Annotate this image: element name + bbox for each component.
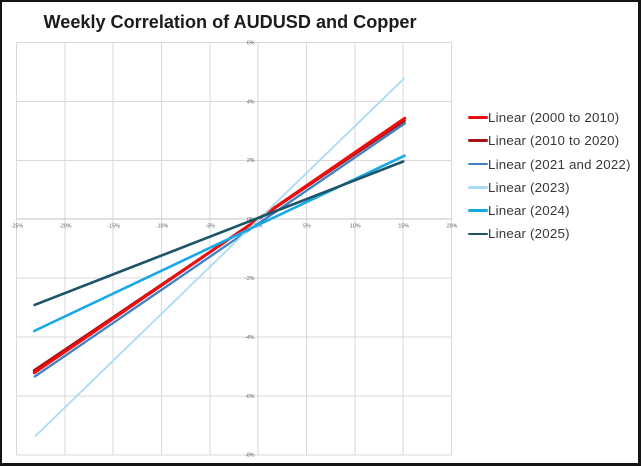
svg-text:0%: 0% [255, 223, 263, 229]
svg-text:10%: 10% [350, 223, 361, 229]
svg-text:-4%: -4% [245, 335, 255, 341]
svg-text:-6%: -6% [245, 394, 255, 400]
svg-text:2%: 2% [247, 158, 255, 164]
svg-text:4%: 4% [247, 99, 255, 105]
svg-text:-10%: -10% [156, 223, 169, 229]
svg-text:-15%: -15% [108, 223, 121, 229]
svg-text:-2%: -2% [245, 276, 255, 282]
svg-text:-25%: -25% [11, 223, 24, 229]
svg-text:15%: 15% [398, 223, 409, 229]
svg-text:20%: 20% [447, 223, 458, 229]
svg-text:-8%: -8% [245, 453, 255, 459]
svg-text:-5%: -5% [206, 223, 216, 229]
svg-text:-20%: -20% [59, 223, 72, 229]
svg-text:5%: 5% [303, 223, 311, 229]
svg-text:6%: 6% [247, 40, 255, 46]
